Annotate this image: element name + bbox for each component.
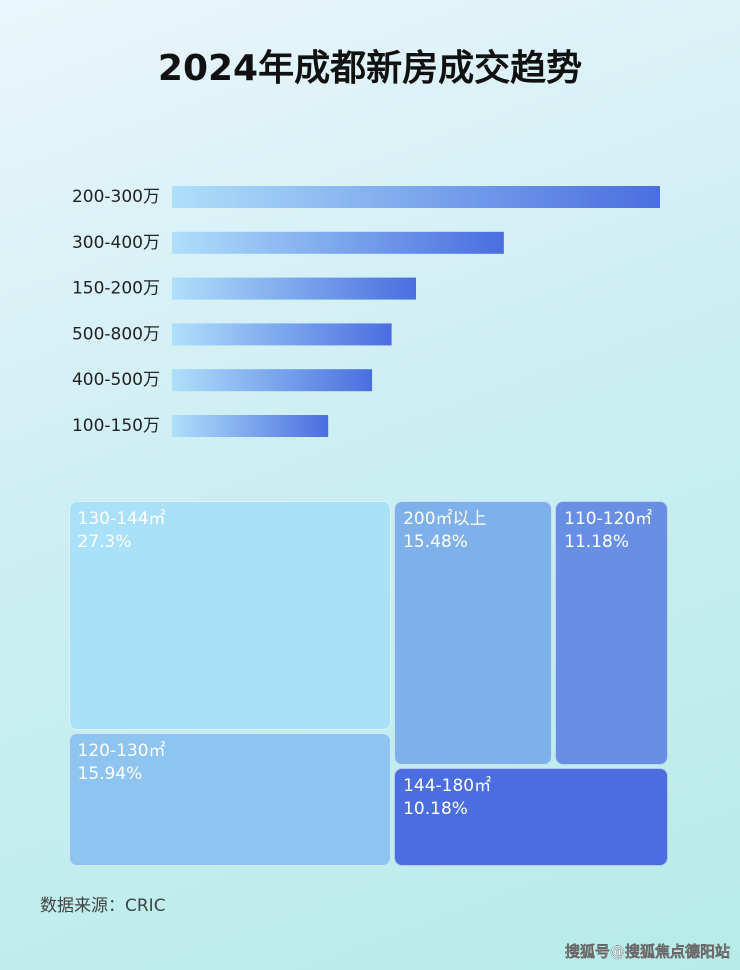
bar <box>172 186 660 208</box>
bar <box>172 369 373 392</box>
cell-value: 11.18% <box>564 531 629 552</box>
cell-value: 15.48% <box>403 531 468 552</box>
y-tick-label: 300-400万 <box>72 233 160 253</box>
cell-label: 200㎡以上 <box>403 508 487 529</box>
cell-label: 144-180㎡ <box>403 775 492 796</box>
cell-value: 10.18% <box>403 798 468 819</box>
source: 数据来源：CRIC <box>40 896 166 916</box>
bar <box>172 277 416 300</box>
cell-label: 110-120㎡ <box>564 508 653 529</box>
chart-title: 2024年成都新房成交趋势 <box>158 47 582 89</box>
treemap-cell: 200㎡以上 15.48% <box>394 500 553 765</box>
treemap-cell: 144-180㎡ 10.18% <box>394 767 669 867</box>
y-tick-label: 500-800万 <box>72 324 160 344</box>
y-tick-label: 200-300万 <box>72 187 160 207</box>
cell-label: 120-130㎡ <box>77 741 166 762</box>
treemap-cell: 120-130㎡ 15.94% <box>68 733 392 867</box>
cell-value: 15.94% <box>77 764 143 785</box>
y-tick-label: 100-150万 <box>72 416 160 436</box>
treemap-cell: 130-144㎡ 27.3% <box>68 500 392 731</box>
bar <box>172 231 504 254</box>
cell-value: 27.3% <box>77 531 132 552</box>
y-tick-label: 400-500万 <box>72 370 160 390</box>
watermark: 搜狐号@搜狐焦点德阳站 <box>565 943 730 961</box>
y-tick-label: 150-200万 <box>72 279 160 299</box>
cell-label: 130-144㎡ <box>77 508 166 529</box>
bar <box>172 323 392 346</box>
treemap-cell: 110-120㎡ 11.18% <box>555 500 669 765</box>
bar <box>172 415 329 437</box>
